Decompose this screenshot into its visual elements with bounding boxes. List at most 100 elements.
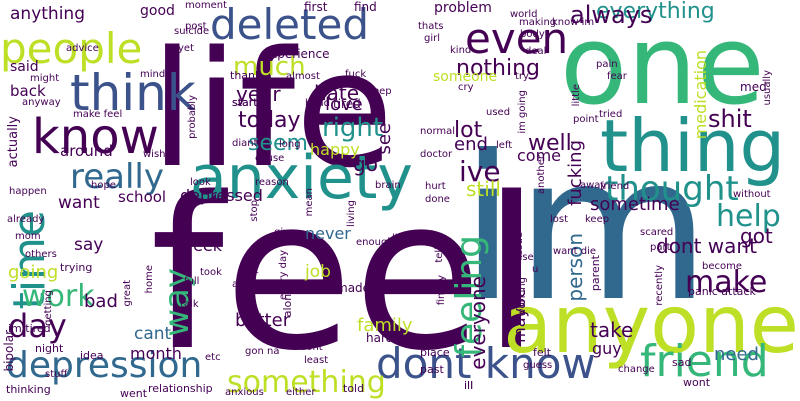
word-anxious: anxious bbox=[225, 387, 264, 398]
word-someone: someone bbox=[433, 69, 498, 85]
word-enough: enough bbox=[356, 237, 394, 248]
word-seem: seem bbox=[248, 131, 308, 156]
word-bipolar: bipolar bbox=[2, 330, 16, 372]
word-usually: usually bbox=[762, 70, 773, 106]
word-another: another bbox=[536, 155, 547, 195]
word-little: little bbox=[571, 84, 582, 107]
word-put: put bbox=[242, 265, 259, 276]
word-took: took bbox=[200, 267, 222, 278]
word-mean: mean bbox=[304, 188, 315, 217]
word-almost: almost bbox=[286, 71, 320, 82]
word-much: much bbox=[233, 52, 306, 82]
word-finally: finally bbox=[436, 275, 447, 306]
word-going: going bbox=[8, 262, 59, 283]
word-relationship: relationship bbox=[148, 382, 213, 395]
word-use: use bbox=[516, 252, 534, 263]
word-make-feel: make feel bbox=[73, 109, 123, 120]
word-depressed: depressed bbox=[180, 186, 263, 205]
word-parent: parent bbox=[589, 255, 602, 292]
word-told: told bbox=[343, 382, 365, 395]
word-still: still bbox=[466, 177, 501, 201]
word-got: got bbox=[740, 224, 773, 248]
word-something: something bbox=[227, 365, 386, 400]
word-stop: stop bbox=[249, 200, 260, 222]
word-im-tired: im tired bbox=[8, 322, 51, 335]
word-start: start bbox=[232, 96, 258, 109]
word-find: find bbox=[354, 0, 377, 14]
word-one: one bbox=[560, 1, 765, 129]
word-go: go bbox=[353, 152, 378, 176]
word-week: week bbox=[180, 236, 223, 255]
word-every-day: every day bbox=[278, 250, 289, 300]
word-think: think bbox=[70, 64, 196, 122]
word-help: help bbox=[716, 199, 781, 234]
word-reason: reason bbox=[255, 177, 289, 188]
word-stuff: stuff bbox=[45, 369, 68, 380]
word-pain: pain bbox=[596, 59, 618, 70]
word-im: im bbox=[460, 113, 711, 346]
word-feel: feel bbox=[150, 152, 541, 397]
word-live: live bbox=[392, 233, 410, 244]
word-wont: wont bbox=[683, 376, 711, 389]
word-scared: scared bbox=[640, 227, 674, 238]
word-give: give bbox=[274, 227, 296, 238]
word-guess: guess bbox=[523, 360, 553, 371]
word-fucking: fucking bbox=[565, 140, 586, 206]
word-anyone: anyone bbox=[503, 278, 799, 371]
word-take: take bbox=[590, 318, 634, 342]
word-medication: medication bbox=[691, 50, 710, 140]
word-better: better bbox=[235, 310, 291, 331]
word-advice: advice bbox=[66, 43, 99, 54]
word-gon-na: gon na bbox=[245, 346, 280, 357]
word-thats: thats bbox=[418, 21, 444, 32]
word-talk: talk bbox=[180, 299, 199, 310]
word-suicide: suicide bbox=[174, 26, 210, 37]
word-change: change bbox=[618, 364, 655, 375]
word-anyway: anyway bbox=[22, 97, 61, 108]
word-hard: hard bbox=[366, 331, 394, 345]
word-tried: tried bbox=[599, 109, 623, 120]
word-used: used bbox=[486, 107, 511, 118]
word-deal: deal bbox=[525, 46, 547, 57]
word-today: today bbox=[238, 108, 301, 133]
word-start: start bbox=[232, 96, 258, 109]
word-body: body bbox=[520, 29, 545, 40]
word-past: past bbox=[420, 363, 444, 376]
word-normal: normal bbox=[420, 126, 456, 137]
word-happy: happy bbox=[310, 140, 360, 159]
word-hate: hate bbox=[314, 81, 360, 105]
word-make: make bbox=[685, 265, 768, 300]
word-sad: sad bbox=[672, 356, 692, 369]
word-actually: actually bbox=[6, 116, 21, 168]
word-right: right bbox=[322, 113, 384, 143]
word-mom: mom bbox=[15, 231, 41, 242]
word-sometime: sometime bbox=[590, 194, 680, 215]
word-probably: probably bbox=[187, 95, 198, 139]
word-friend: friend bbox=[600, 181, 630, 192]
word-girl: girl bbox=[424, 33, 441, 44]
word-family: family bbox=[357, 315, 413, 336]
word-place: place bbox=[420, 346, 450, 359]
word-hope: hope bbox=[91, 180, 116, 191]
word-job: job bbox=[305, 262, 331, 282]
word-school: school bbox=[118, 188, 167, 206]
word-part: part bbox=[650, 242, 671, 253]
word-dont-want: dont want bbox=[656, 234, 757, 258]
word-work: work bbox=[22, 279, 95, 314]
word-diant: diant bbox=[232, 138, 258, 149]
word-dont-know: dont know bbox=[376, 339, 596, 388]
word-idea: idea bbox=[80, 349, 104, 362]
word-home: home bbox=[144, 265, 155, 294]
word-world: world bbox=[510, 9, 538, 20]
word-day: day bbox=[8, 307, 67, 345]
word-head: head bbox=[305, 98, 330, 109]
word-bad: bad bbox=[84, 291, 118, 312]
word-trying: trying bbox=[60, 261, 93, 274]
word-cause: cause bbox=[255, 153, 285, 164]
word-lost: lost bbox=[550, 214, 569, 225]
word-doctor: doctor bbox=[420, 149, 453, 160]
word-become: become bbox=[702, 261, 743, 272]
word-panic-attack: panic attack bbox=[688, 285, 756, 298]
word-fear: fear bbox=[607, 71, 627, 82]
